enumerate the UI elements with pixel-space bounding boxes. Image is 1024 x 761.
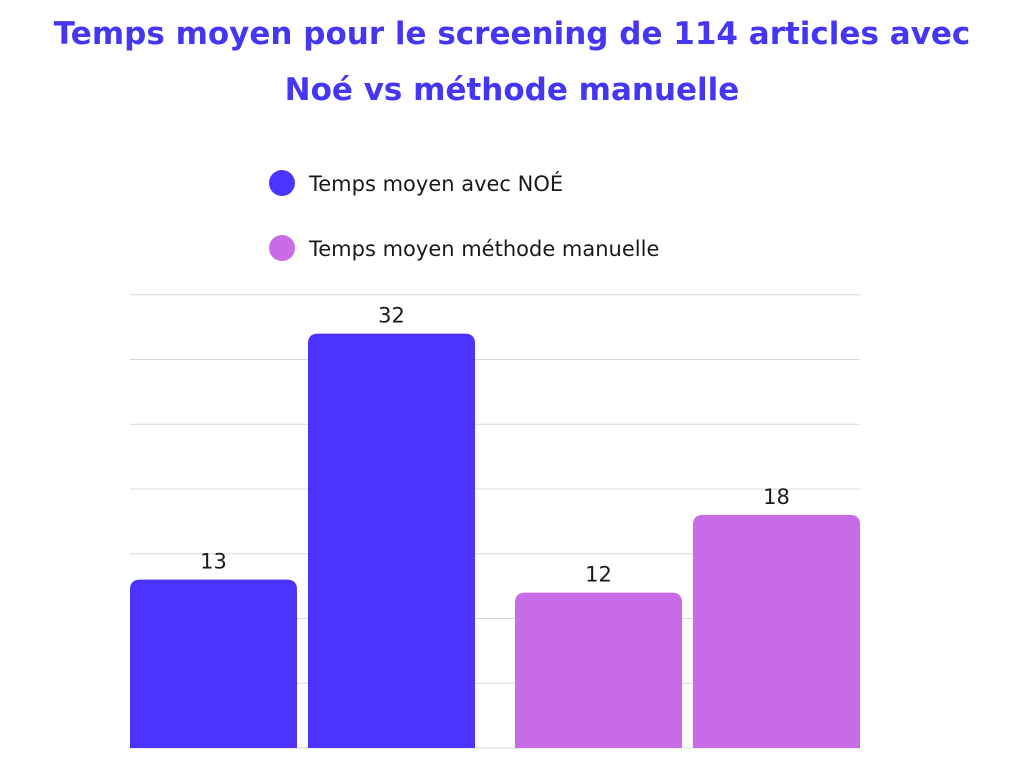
bars (130, 333, 860, 748)
bar-1 (308, 333, 475, 748)
legend-label-0: Temps moyen avec NOÉ (308, 171, 563, 196)
value-labels: 13 32 12 18 (200, 304, 790, 587)
value-label-1: 32 (378, 304, 405, 328)
legend-marker-0 (269, 170, 295, 196)
bar-3 (693, 514, 860, 748)
legend: Temps moyen avec NOÉ Temps moyen méthode … (269, 170, 659, 261)
bar-0 (130, 579, 297, 748)
value-label-2: 12 (585, 563, 612, 587)
bar-2 (515, 592, 682, 748)
legend-marker-1 (269, 235, 295, 261)
legend-label-1: Temps moyen méthode manuelle (308, 237, 659, 261)
chart-title: Temps moyen pour le screening de 114 art… (53, 16, 971, 108)
value-label-0: 13 (200, 550, 227, 574)
value-label-3: 18 (763, 485, 790, 509)
